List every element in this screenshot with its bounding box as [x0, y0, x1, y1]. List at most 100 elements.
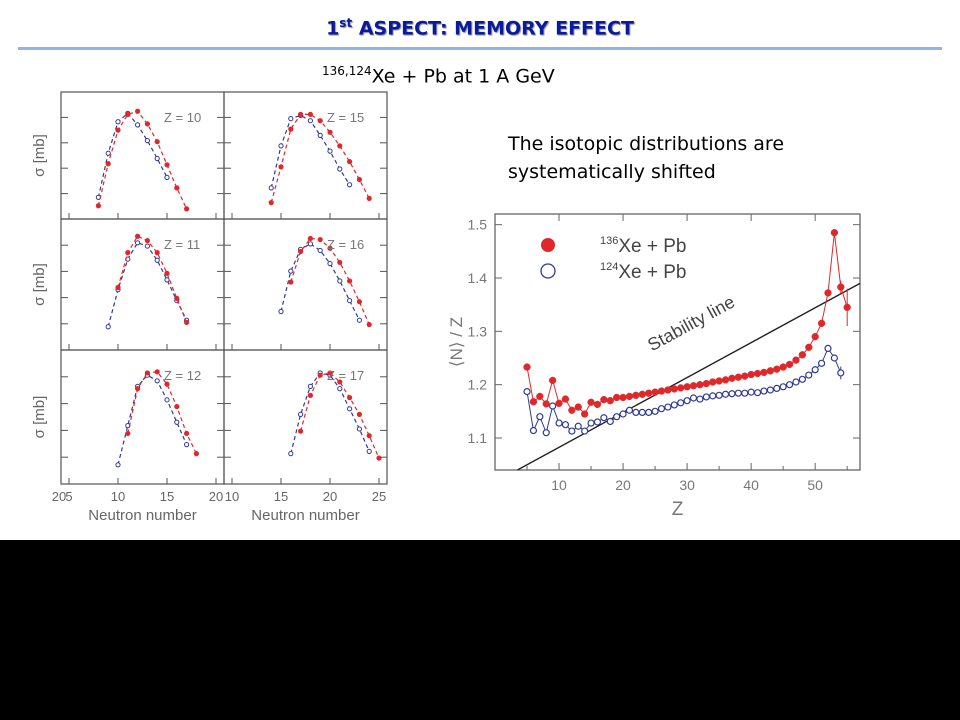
data-point-blue	[154, 257, 160, 263]
data-point-red	[193, 451, 199, 457]
data-point-blue	[347, 182, 353, 188]
data-point-124	[689, 394, 698, 402]
data-point-blue	[327, 260, 333, 267]
data-point-blue	[347, 297, 353, 304]
x-tick-label: 40	[743, 477, 759, 493]
data-point-red	[288, 126, 294, 132]
legend-name-136: Xe + Pb	[618, 236, 686, 257]
data-point-red	[268, 200, 274, 206]
data-point-red	[135, 233, 141, 239]
data-point-red	[135, 108, 141, 114]
data-point-red	[278, 164, 284, 170]
data-point-blue	[115, 119, 121, 125]
data-point-red	[366, 321, 372, 328]
data-point-red	[288, 279, 294, 285]
data-point-blue	[184, 442, 190, 448]
data-point-red	[164, 162, 170, 168]
data-point-blue	[307, 383, 313, 389]
data-point-124	[766, 386, 774, 394]
reaction-text: Xe + Pb at 1 A GeV	[371, 65, 555, 88]
x-axis-label: Z	[672, 499, 684, 520]
y-tick-label: 1.3	[468, 323, 488, 339]
data-point-124	[837, 369, 845, 377]
legend-name-124: Xe + Pb	[618, 262, 686, 283]
data-point-blue	[347, 406, 353, 412]
data-point-136	[613, 393, 621, 402]
data-point-124	[811, 366, 819, 374]
data-point-red	[95, 203, 102, 209]
data-point-blue	[105, 324, 111, 330]
data-point-136	[728, 374, 736, 382]
data-point-124	[753, 389, 762, 397]
panel-z-label: Z = 17	[327, 368, 364, 383]
data-point-124	[824, 344, 832, 352]
y-tick-label: 1.4	[468, 270, 488, 286]
y-axis-label: σ [mb]	[31, 396, 48, 439]
data-point-blue	[337, 166, 343, 172]
data-point-124	[721, 390, 730, 398]
data-point-136	[830, 229, 839, 237]
data-point-136	[664, 386, 672, 394]
data-point-124	[651, 407, 659, 415]
data-point-red	[376, 455, 382, 461]
data-point-124	[798, 375, 806, 383]
data-point-136	[638, 390, 646, 398]
legend-marker-124	[540, 263, 556, 279]
data-point-red	[298, 248, 304, 255]
data-point-blue	[307, 118, 313, 124]
data-point-136	[657, 387, 666, 395]
data-point-124	[536, 413, 544, 421]
data-point-136	[548, 376, 557, 385]
data-point-124	[549, 402, 557, 410]
data-point-red	[317, 236, 323, 243]
title-number: 1	[326, 17, 340, 40]
data-point-136	[721, 376, 730, 384]
data-point-136	[779, 363, 787, 371]
data-point-red	[115, 284, 121, 291]
series-line-blue	[97, 112, 168, 198]
data-point-red	[366, 195, 372, 201]
data-point-124	[561, 421, 570, 429]
data-point-136	[741, 372, 749, 380]
data-point-red	[164, 381, 170, 387]
data-point-red	[337, 259, 343, 266]
data-point-124	[734, 389, 742, 397]
data-point-red	[347, 278, 353, 284]
data-point-136	[696, 381, 704, 389]
panel-x-tick-label: 20	[323, 489, 337, 504]
slide-canvas: 1st ASPECT: MEMORY EFFECT 136,124Xe + Pb…	[0, 0, 960, 540]
data-point-124	[805, 371, 813, 379]
panel-z-label: Z = 10	[164, 110, 201, 125]
data-point-red	[174, 185, 180, 191]
data-point-blue	[317, 247, 323, 254]
series-line-blue	[280, 243, 360, 321]
data-point-136	[785, 360, 794, 369]
data-point-blue	[164, 277, 170, 283]
data-point-red	[144, 238, 150, 244]
data-point-red	[337, 379, 343, 385]
data-point-124	[728, 390, 736, 398]
stability-line	[517, 282, 861, 471]
data-point-blue	[288, 451, 294, 457]
reaction-isotopes: 136,124	[322, 64, 372, 78]
data-point-red	[164, 270, 170, 276]
data-point-red	[154, 139, 160, 145]
data-point-136	[753, 369, 762, 378]
panel-x-tick-label: 15	[160, 489, 174, 504]
data-point-red	[356, 299, 362, 305]
data-point-136	[542, 400, 550, 408]
x-axis-label: Neutron number	[88, 507, 196, 524]
data-point-red	[356, 176, 362, 183]
data-point-blue	[135, 122, 141, 128]
data-point-red	[154, 250, 160, 256]
panel-x-tick-label: 25	[372, 489, 386, 504]
data-point-136	[574, 403, 582, 411]
data-point-124	[625, 406, 634, 414]
data-point-blue	[337, 278, 343, 284]
data-point-124	[709, 392, 717, 400]
data-point-124	[785, 381, 794, 389]
reaction-label: 136,124Xe + Pb at 1 A GeV	[322, 64, 555, 87]
title-text: ASPECT: MEMORY EFFECT	[358, 17, 634, 40]
data-point-136	[766, 367, 775, 375]
